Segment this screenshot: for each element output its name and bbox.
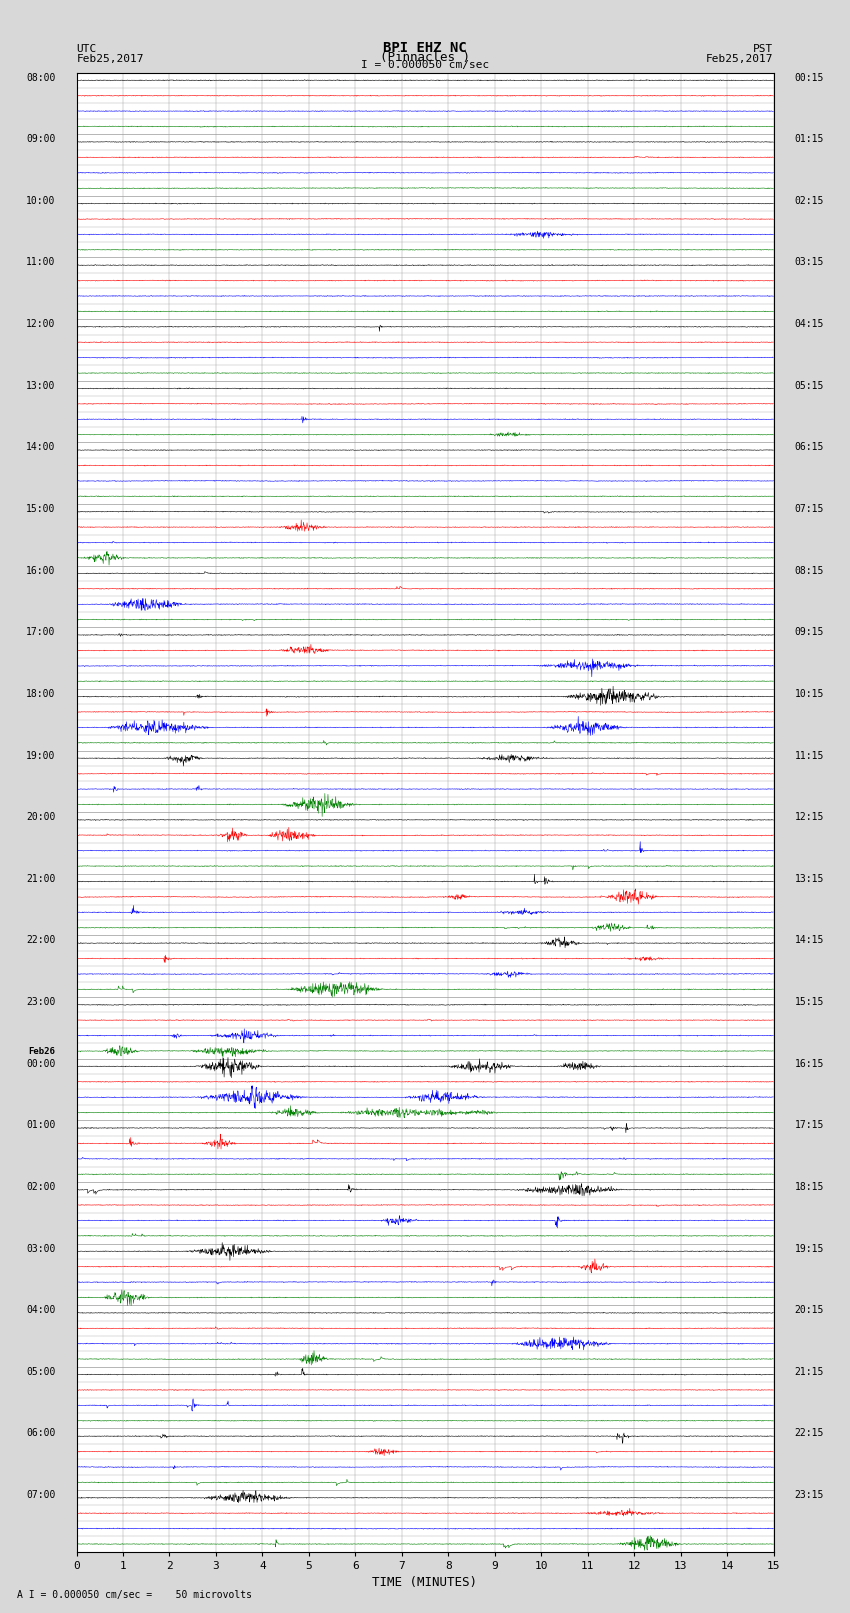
Text: 18:00: 18:00 [26, 689, 55, 698]
Text: 10:00: 10:00 [26, 195, 55, 206]
Text: 22:15: 22:15 [795, 1429, 824, 1439]
Text: 02:15: 02:15 [795, 195, 824, 206]
Text: 19:00: 19:00 [26, 750, 55, 760]
Text: 22:00: 22:00 [26, 936, 55, 945]
Text: 05:15: 05:15 [795, 381, 824, 390]
Text: 00:00: 00:00 [26, 1058, 55, 1069]
Text: BPI EHZ NC: BPI EHZ NC [383, 40, 467, 55]
Text: Feb25,2017: Feb25,2017 [76, 53, 144, 65]
Text: 19:15: 19:15 [795, 1244, 824, 1253]
Text: 03:00: 03:00 [26, 1244, 55, 1253]
Text: 15:15: 15:15 [795, 997, 824, 1007]
Text: 08:15: 08:15 [795, 566, 824, 576]
Text: 01:15: 01:15 [795, 134, 824, 144]
Text: 20:15: 20:15 [795, 1305, 824, 1315]
Text: 15:00: 15:00 [26, 503, 55, 515]
X-axis label: TIME (MINUTES): TIME (MINUTES) [372, 1576, 478, 1589]
Text: 17:15: 17:15 [795, 1121, 824, 1131]
Text: 08:00: 08:00 [26, 73, 55, 82]
Text: 01:00: 01:00 [26, 1121, 55, 1131]
Text: 18:15: 18:15 [795, 1182, 824, 1192]
Text: 05:00: 05:00 [26, 1366, 55, 1378]
Text: 12:15: 12:15 [795, 813, 824, 823]
Text: UTC: UTC [76, 44, 97, 55]
Text: 10:15: 10:15 [795, 689, 824, 698]
Text: 03:15: 03:15 [795, 258, 824, 268]
Text: 23:15: 23:15 [795, 1490, 824, 1500]
Text: 13:00: 13:00 [26, 381, 55, 390]
Text: 14:00: 14:00 [26, 442, 55, 452]
Text: 16:00: 16:00 [26, 566, 55, 576]
Text: 16:15: 16:15 [795, 1058, 824, 1069]
Text: 13:15: 13:15 [795, 874, 824, 884]
Text: Feb25,2017: Feb25,2017 [706, 53, 774, 65]
Text: 06:00: 06:00 [26, 1429, 55, 1439]
Text: 17:00: 17:00 [26, 627, 55, 637]
Text: 09:15: 09:15 [795, 627, 824, 637]
Text: 04:15: 04:15 [795, 319, 824, 329]
Text: 11:00: 11:00 [26, 258, 55, 268]
Text: I = 0.000050 cm/sec: I = 0.000050 cm/sec [361, 60, 489, 71]
Text: 20:00: 20:00 [26, 813, 55, 823]
Text: 21:15: 21:15 [795, 1366, 824, 1378]
Text: 21:00: 21:00 [26, 874, 55, 884]
Text: PST: PST [753, 44, 774, 55]
Text: Feb26: Feb26 [29, 1047, 55, 1057]
Text: 12:00: 12:00 [26, 319, 55, 329]
Text: (Pinnacles ): (Pinnacles ) [380, 50, 470, 65]
Text: 07:15: 07:15 [795, 503, 824, 515]
Text: 07:00: 07:00 [26, 1490, 55, 1500]
Text: 04:00: 04:00 [26, 1305, 55, 1315]
Text: 09:00: 09:00 [26, 134, 55, 144]
Text: A I = 0.000050 cm/sec =    50 microvolts: A I = 0.000050 cm/sec = 50 microvolts [17, 1590, 252, 1600]
Text: 23:00: 23:00 [26, 997, 55, 1007]
Text: 02:00: 02:00 [26, 1182, 55, 1192]
Text: 06:15: 06:15 [795, 442, 824, 452]
Text: 11:15: 11:15 [795, 750, 824, 760]
Text: 14:15: 14:15 [795, 936, 824, 945]
Text: 00:15: 00:15 [795, 73, 824, 82]
